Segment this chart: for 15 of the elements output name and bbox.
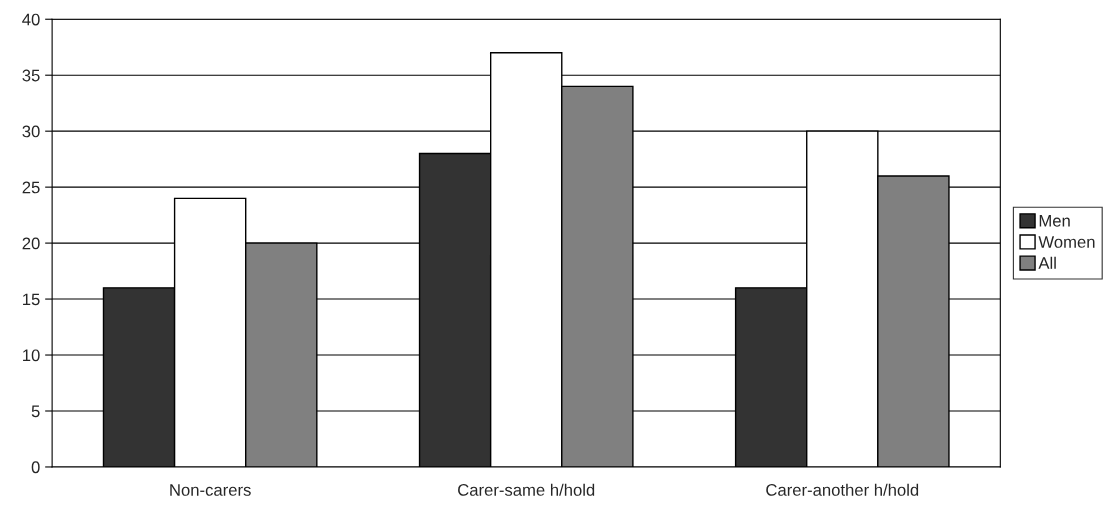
y-tick-label: 20 [22, 237, 40, 250]
y-tick-label: 40 [22, 13, 40, 26]
legend-label: Men [1039, 215, 1070, 227]
x-tick-label: Non-carers [170, 484, 251, 496]
y-tick-label: 0 [31, 461, 40, 474]
y-tick-label: 15 [23, 293, 40, 306]
y-tick-label: 30 [22, 125, 40, 138]
y-tick-label: 25 [22, 181, 40, 194]
x-tick-label: Carer-same h/hold [458, 483, 595, 496]
legend-label: Women [1038, 236, 1095, 248]
y-tick-label: 10 [23, 349, 40, 362]
y-tick-label: 35 [22, 69, 40, 82]
legend-label: All [1038, 256, 1056, 269]
x-tick-label: Carer-another h/hold [766, 483, 919, 496]
y-tick-label: 5 [31, 405, 40, 418]
